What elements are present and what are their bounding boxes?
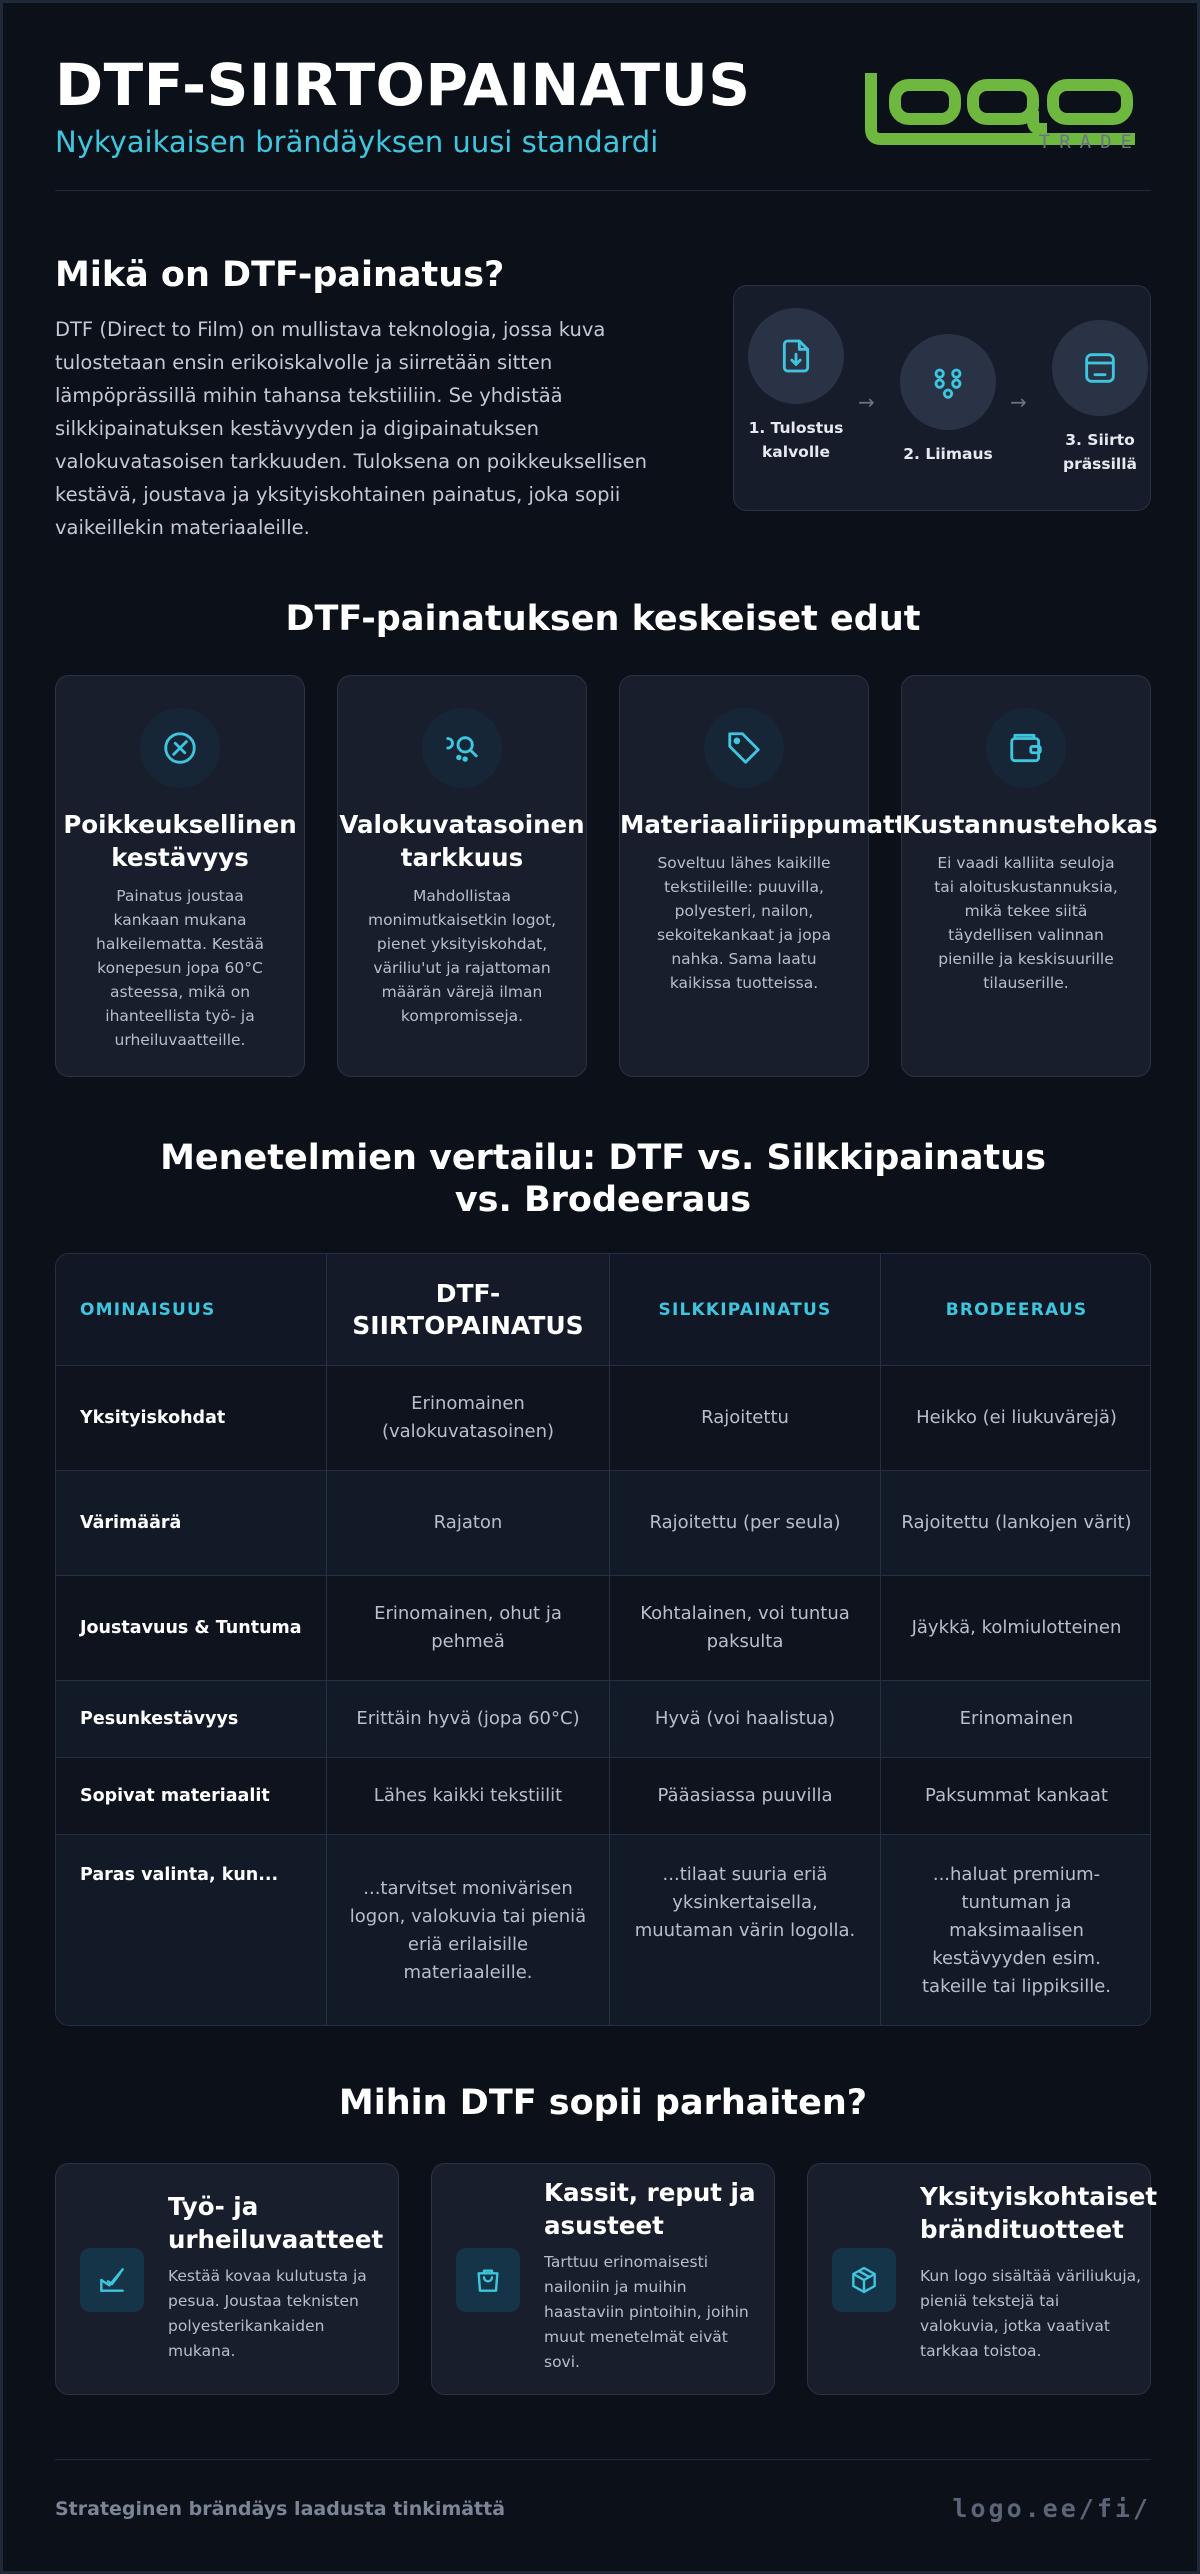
use-text: Tarttuu erinomaisesti nailoniin ja muihi…	[544, 2253, 749, 2371]
brand-logo[interactable]: logo TRADE	[865, 67, 1145, 163]
page-title: DTF-SIIRTOPAINATUS	[55, 51, 751, 119]
arrow-right-icon: →	[858, 390, 875, 414]
use-card: Työ- ja urheiluvaatteet Kestää kovaa kul…	[55, 2163, 399, 2395]
footer-tagline: Strateginen brändäys laadusta tinkimättä	[55, 2498, 506, 2520]
use-title: Kassit, reput ja asusteet	[544, 2178, 756, 2240]
table-row: Sopivat materiaalit Lähes kaikki tekstii…	[56, 1758, 1150, 1835]
table-cell: ...tilaat suuria eriä yksinkertaisella, …	[610, 1835, 881, 2025]
what-heading: Mikä on DTF-painatus?	[55, 255, 505, 295]
table-header-cell: DTF-SIIRTOPAINATUS	[327, 1254, 610, 1365]
shirt-check-icon	[80, 2248, 144, 2312]
step-label: 3. Siirto prässillä	[1062, 431, 1138, 473]
table-cell: Joustavuus & Tuntuma	[56, 1576, 327, 1680]
benefits-grid: Poikkeuksellinen kestävyys Painatus jous…	[55, 675, 1158, 1077]
press-icon	[1052, 320, 1148, 416]
table-header-cell: SILKKIPAINATUS	[610, 1254, 881, 1365]
adhesive-dots-icon	[900, 334, 996, 430]
step-adhesive: 2. Liimaus	[888, 334, 1008, 466]
file-download-icon	[748, 308, 844, 404]
table-cell: Kohtalainen, voi tuntua paksulta	[610, 1576, 881, 1680]
benefit-title: Valokuvatasoinen tarkkuus	[339, 810, 585, 872]
step-label: 2. Liimaus	[903, 445, 993, 463]
table-cell: ...tarvitset monivärisen logon, valokuvi…	[327, 1835, 610, 2025]
benefit-text: Ei vaadi kalliita seuloja tai aloituskus…	[934, 854, 1118, 992]
page-subtitle: Nykyaikaisen brändäyksen uusi standardi	[55, 125, 659, 159]
benefit-text: Soveltuu lähes kaikille tekstiileille: p…	[656, 854, 832, 992]
use-title: Yksityiskohtaiset brändituotteet	[920, 2182, 1158, 2244]
table-cell: Jäykkä, kolmiulotteinen	[911, 1617, 1122, 1638]
benefit-title: Materiaaliriippumattomuus	[620, 810, 999, 839]
logo-subtext: TRADE	[1038, 131, 1141, 153]
benefit-card: Poikkeuksellinen kestävyys Painatus jous…	[55, 675, 305, 1077]
table-row: Joustavuus & Tuntuma Erinomainen, ohut j…	[56, 1576, 1150, 1681]
what-description: DTF (Direct to Film) on mullistava tekno…	[55, 318, 647, 539]
benefit-text: Mahdollistaa monimutkaisetkin logot, pie…	[367, 887, 557, 1025]
table-cell: Värimäärä	[56, 1471, 327, 1575]
table-row: Paras valinta, kun... ...tarvitset moniv…	[56, 1835, 1150, 2025]
footer: Strateginen brändäys laadusta tinkimättä…	[55, 2459, 1151, 2523]
box-icon	[832, 2248, 896, 2312]
table-cell: Rajaton	[327, 1471, 610, 1575]
table-cell: Paras valinta, kun...	[56, 1835, 327, 2025]
benefit-text: Painatus joustaa kankaan mukana halkeile…	[96, 887, 264, 1049]
arrow-right-icon: →	[1010, 390, 1027, 414]
compass-icon	[140, 708, 220, 788]
benefits-heading: DTF-painatuksen keskeiset edut	[285, 599, 921, 639]
logo-mark-icon	[865, 73, 1135, 145]
step-transfer: 3. Siirto prässillä	[1040, 320, 1160, 476]
table-header-cell: BRODEERAUS	[945, 1299, 1088, 1320]
table-header-row: OMINAISUUS DTF-SIIRTOPAINATUS SILKKIPAIN…	[56, 1254, 1150, 1366]
benefit-title: Kustannustehokas	[902, 810, 1158, 839]
table-cell: Yksityiskohdat	[56, 1366, 327, 1470]
step-print: 1. Tulostus kalvolle	[736, 308, 856, 464]
table-cell: Erinomainen (valokuvatasoinen)	[327, 1366, 610, 1470]
what-section: Mikä on DTF-painatus? DTF (Direct to Fil…	[55, 255, 1151, 555]
wallet-icon	[986, 708, 1066, 788]
table-cell: Rajoitettu (lankojen värit)	[901, 1512, 1132, 1533]
header: DTF-SIIRTOPAINATUS Nykyaikaisen brändäyk…	[55, 51, 1151, 191]
table-cell: Heikko (ei liukuvärejä)	[916, 1407, 1117, 1428]
table-cell: Pääasiassa puuvilla	[610, 1758, 881, 1834]
table-cell: Paksummat kankaat	[925, 1785, 1108, 1806]
table-cell: ...haluat premium-tuntuman ja maksimaali…	[921, 1864, 1111, 1997]
benefit-card: Materiaaliriippumattomuus Soveltuu lähes…	[619, 675, 999, 1077]
table-cell: Sopivat materiaalit	[56, 1758, 327, 1834]
benefit-card: Valokuvatasoinen tarkkuus Mahdollistaa m…	[337, 675, 587, 1077]
table-row: Yksityiskohdat Erinomainen (valokuvataso…	[56, 1366, 1150, 1471]
use-card: Yksityiskohtaiset brändituotteet Kun log…	[807, 2163, 1158, 2395]
use-card: Kassit, reput ja asusteet Tarttuu erinom…	[431, 2163, 775, 2395]
magnifier-icon	[422, 708, 502, 788]
table-cell: Rajoitettu	[610, 1366, 881, 1470]
benefit-card: Kustannustehokas Ei vaadi kalliita seulo…	[901, 675, 1158, 1077]
table-cell: Erinomainen	[959, 1708, 1074, 1729]
use-text: Kun logo sisältää väriliukuja, pieniä te…	[920, 2267, 1142, 2360]
use-text: Kestää kovaa kulutusta ja pesua. Joustaa…	[168, 2267, 367, 2360]
use-title: Työ- ja urheiluvaatteet	[168, 2192, 384, 2254]
table-cell: Rajoitettu (per seula)	[610, 1471, 881, 1575]
table-row: Pesunkestävyys Erittäin hyvä (jopa 60°C)…	[56, 1681, 1150, 1758]
bag-icon	[456, 2248, 520, 2312]
table-cell: Erinomainen, ohut ja pehmeä	[327, 1576, 610, 1680]
uses-grid: Työ- ja urheiluvaatteet Kestää kovaa kul…	[55, 2163, 1158, 2395]
footer-link[interactable]: logo.ee/fi/	[952, 2494, 1151, 2523]
comparison-heading: Menetelmien vertailu: DTF vs. Silkkipain…	[160, 1138, 1046, 1220]
comparison-table: OMINAISUUS DTF-SIIRTOPAINATUS SILKKIPAIN…	[55, 1253, 1151, 2026]
table-cell: Pesunkestävyys	[56, 1681, 327, 1757]
table-cell: Hyvä (voi haalistua)	[610, 1681, 881, 1757]
step-label: 1. Tulostus kalvolle	[748, 419, 844, 461]
tag-icon	[704, 708, 784, 788]
table-cell: Lähes kaikki tekstiilit	[327, 1758, 610, 1834]
table-row: Värimäärä Rajaton Rajoitettu (per seula)…	[56, 1471, 1150, 1576]
process-steps: 1. Tulostus kalvolle → 2. Liimaus → 3.	[733, 285, 1151, 511]
uses-heading: Mihin DTF sopii parhaiten?	[338, 2083, 868, 2123]
table-header-cell: OMINAISUUS	[56, 1254, 327, 1365]
table-cell: Erittäin hyvä (jopa 60°C)	[327, 1681, 610, 1757]
benefit-title: Poikkeuksellinen kestävyys	[63, 810, 297, 872]
